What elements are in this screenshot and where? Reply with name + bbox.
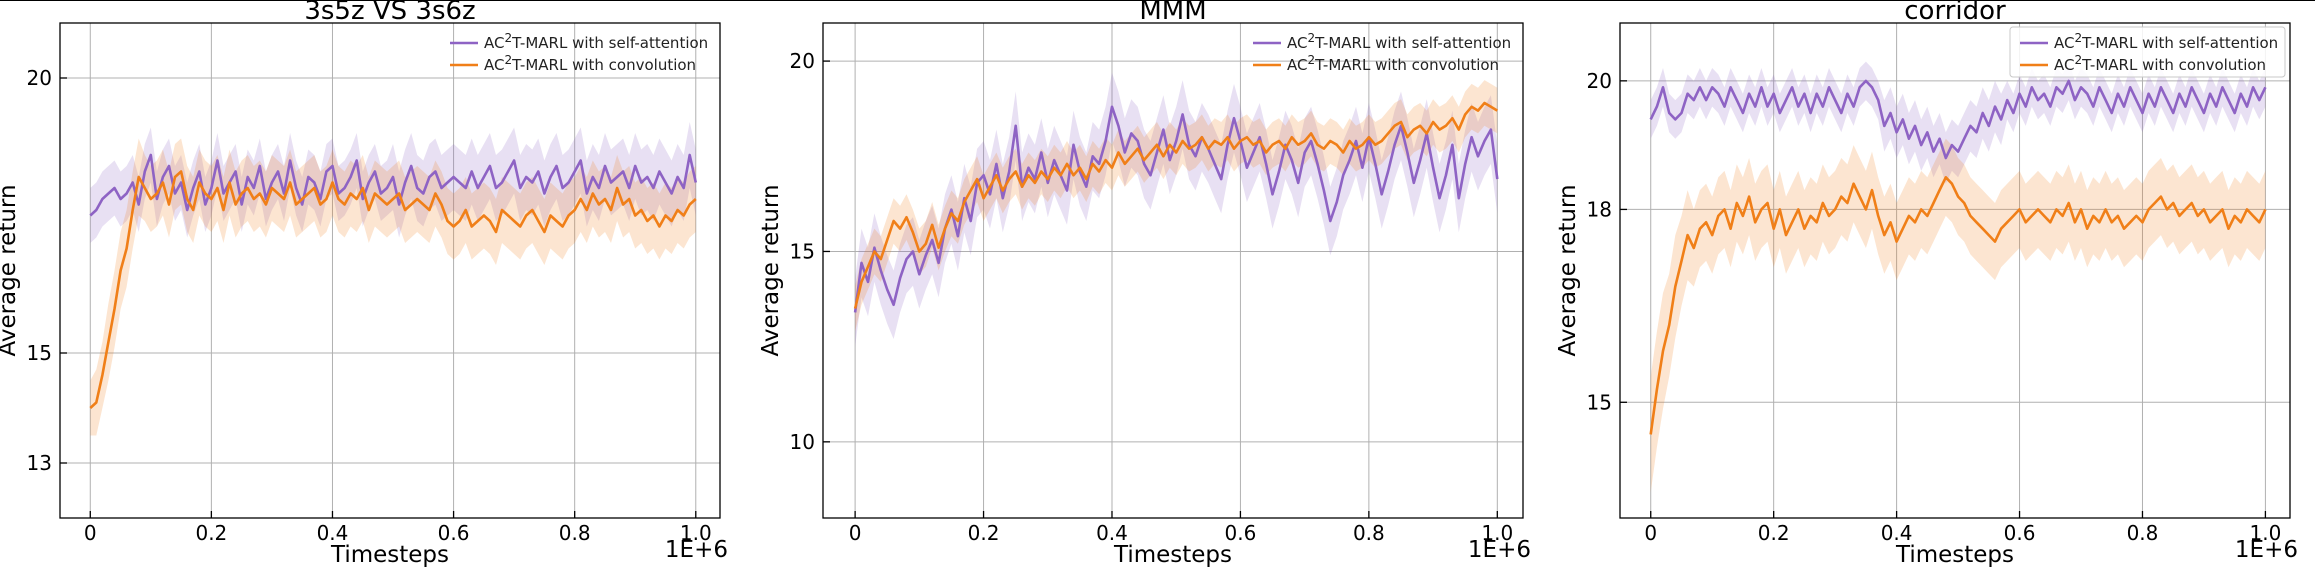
- x-axis-label: Timesteps: [330, 542, 449, 568]
- x-axis-label: Timesteps: [1113, 542, 1232, 568]
- x-tick-label: 0: [849, 521, 862, 545]
- x-tick-label: 0.2: [195, 521, 227, 545]
- plot-area: [89, 122, 698, 436]
- plot-area: [853, 72, 1499, 347]
- series-band-self-attention: [855, 72, 1498, 347]
- y-tick-label: 15: [790, 239, 815, 263]
- y-axis-label: Average return: [1555, 184, 1581, 356]
- series-band-convolution: [855, 80, 1498, 332]
- legend-entry-self-attention: AC2T-MARL with self-attention: [1287, 31, 1511, 52]
- y-axis-label: Average return: [758, 184, 784, 356]
- x-tick-label: 0.6: [1225, 521, 1257, 545]
- series-band-convolution: [90, 138, 696, 436]
- y-tick-label: 13: [27, 451, 52, 475]
- x-offset-label: 1E+6: [1468, 537, 1531, 563]
- x-axis-label: Timesteps: [1895, 542, 2014, 568]
- y-tick-label: 10: [790, 430, 815, 454]
- legend-box: [2009, 26, 2286, 78]
- chart-panel-3: 0 0.2 0.4 0.6 0.8 1.0 15 18 20 1E+6 corridor Timest…: [1555, 0, 2298, 568]
- plot-frame: [1619, 22, 2291, 519]
- y-tick-label: 15: [1587, 390, 1612, 414]
- plot-frame: [822, 22, 1524, 519]
- x-tick-label: 0.8: [2127, 521, 2159, 545]
- legend-entry-self-attention: AC2T-MARL with self-attention: [2054, 31, 2278, 52]
- plot-area: [1649, 61, 2267, 493]
- legend-entry-convolution: AC2T-MARL with convolution: [1287, 53, 1499, 74]
- x-tick-label: 1.0: [1481, 521, 1513, 545]
- x-tick-label: 0.4: [317, 521, 349, 545]
- series-line-self-attention: [1649, 79, 2267, 160]
- x-tick-label: 1.0: [680, 521, 712, 545]
- x-tick-label: 0.2: [968, 521, 1000, 545]
- x-offset-label: 1E+6: [665, 537, 728, 563]
- chart-title: MMM: [1139, 0, 1206, 26]
- x-tick-label: 0.8: [559, 521, 591, 545]
- y-tick-label: 20: [27, 66, 52, 90]
- x-tick-label: 0.4: [1881, 521, 1913, 545]
- x-tick-label: 0.4: [1096, 521, 1128, 545]
- y-tick-label: 18: [1587, 197, 1612, 221]
- x-tick-label: 0.6: [2004, 521, 2036, 545]
- series-band-convolution: [1650, 138, 2266, 493]
- legend-entry-convolution: AC2T-MARL with convolution: [484, 53, 696, 74]
- x-tick-label: 0.8: [1353, 521, 1385, 545]
- y-tick-label: 15: [27, 341, 52, 365]
- plot-frame: [59, 22, 721, 519]
- series-line-convolution: [89, 170, 697, 409]
- legend-entry-convolution: AC2T-MARL with convolution: [2054, 53, 2266, 74]
- x-tick-label: 0: [1644, 521, 1657, 545]
- x-tick-label: 1.0: [2250, 521, 2282, 545]
- x-tick-label: 0.2: [1758, 521, 1790, 545]
- legend-entry-self-attention: AC2T-MARL with self-attention: [484, 31, 708, 52]
- series-line-self-attention: [89, 153, 698, 217]
- chart-title: corridor: [1904, 0, 2006, 26]
- chart-panel-1: 0 0.2 0.4 0.6 0.8 1.0 13 15 20 1E+6 3s5z VS 3s6z Ti…: [0, 0, 728, 568]
- series-line-convolution: [1649, 176, 2267, 435]
- x-tick-label: 0: [84, 521, 97, 545]
- y-tick-label: 20: [1587, 69, 1612, 93]
- y-tick-label: 20: [790, 49, 815, 73]
- chart-panel-2: 0 0.2 0.4 0.6 0.8 1.0 10 15 20 1E+6 MMM Timesteps Av…: [758, 0, 1531, 568]
- x-offset-label: 1E+6: [2235, 537, 2298, 563]
- y-axis-label: Average return: [0, 184, 21, 356]
- series-line-convolution: [853, 101, 1498, 309]
- series-band-self-attention: [1650, 61, 2266, 184]
- chart-title: 3s5z VS 3s6z: [304, 0, 475, 26]
- x-tick-label: 0.6: [438, 521, 470, 545]
